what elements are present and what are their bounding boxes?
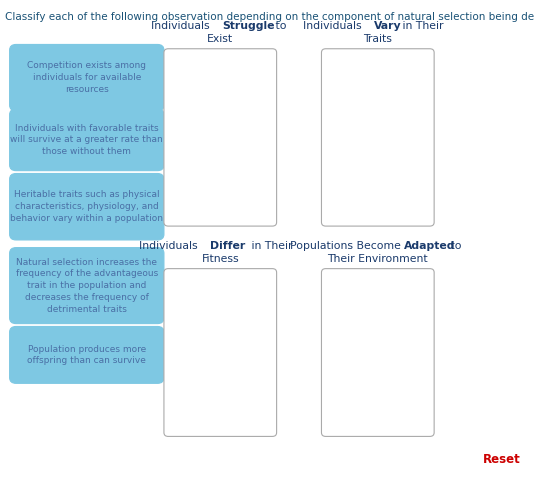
- Text: Adapted: Adapted: [404, 241, 455, 251]
- Text: Population produces more
offspring than can survive: Population produces more offspring than …: [27, 345, 146, 365]
- FancyBboxPatch shape: [321, 269, 434, 436]
- FancyBboxPatch shape: [10, 44, 164, 111]
- Text: in Their: in Their: [399, 22, 444, 31]
- FancyBboxPatch shape: [10, 248, 164, 324]
- Text: Populations Become: Populations Become: [290, 241, 405, 251]
- Text: in Their: in Their: [248, 241, 293, 251]
- Text: Exist: Exist: [207, 34, 233, 44]
- Text: Differ: Differ: [210, 241, 246, 251]
- Text: Classify each of the following observation depending on the component of natural: Classify each of the following observati…: [5, 12, 534, 22]
- Text: Individuals: Individuals: [151, 22, 213, 31]
- Text: Reset: Reset: [483, 453, 521, 466]
- FancyBboxPatch shape: [10, 109, 164, 171]
- Text: Vary: Vary: [374, 22, 402, 31]
- Text: Individuals with favorable traits
will survive at a greater rate than
those with: Individuals with favorable traits will s…: [10, 123, 163, 156]
- Text: to: to: [272, 22, 287, 31]
- FancyBboxPatch shape: [164, 49, 277, 226]
- Text: Their Environment: Their Environment: [327, 254, 428, 264]
- Text: Traits: Traits: [363, 34, 392, 44]
- Text: Struggle: Struggle: [222, 22, 274, 31]
- Text: Competition exists among
individuals for available
resources: Competition exists among individuals for…: [27, 61, 146, 94]
- FancyBboxPatch shape: [164, 269, 277, 436]
- Text: Heritable traits such as physical
characteristics, physiology, and
behavior vary: Heritable traits such as physical charac…: [10, 190, 163, 223]
- FancyBboxPatch shape: [10, 174, 164, 240]
- Text: Individuals: Individuals: [139, 241, 201, 251]
- Text: Fitness: Fitness: [201, 254, 239, 264]
- Text: Natural selection increases the
frequency of the advantageous
trait in the popul: Natural selection increases the frequenc…: [15, 258, 158, 314]
- FancyBboxPatch shape: [321, 49, 434, 226]
- FancyBboxPatch shape: [10, 326, 164, 383]
- Text: Individuals: Individuals: [303, 22, 365, 31]
- Text: to: to: [447, 241, 462, 251]
